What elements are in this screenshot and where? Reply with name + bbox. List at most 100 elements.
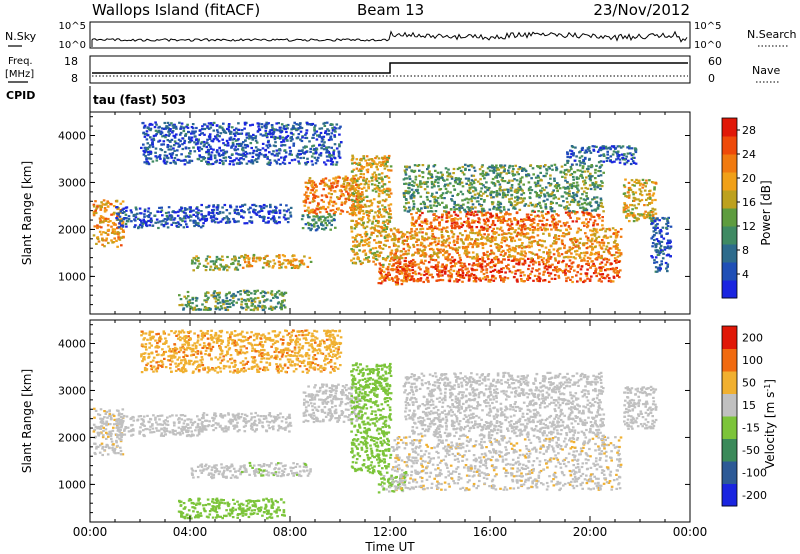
range-cell <box>529 218 532 221</box>
range-cell <box>376 201 380 204</box>
range-cell <box>602 241 606 244</box>
range-cell <box>240 215 243 218</box>
range-cell <box>212 214 216 217</box>
range-cell <box>411 265 414 269</box>
range-cell <box>623 202 626 205</box>
range-cell <box>371 226 374 229</box>
range-cell <box>120 224 123 227</box>
range-cell <box>287 262 290 265</box>
range-cell <box>569 155 572 159</box>
range-cell <box>393 235 396 238</box>
range-cell <box>371 247 375 250</box>
range-cell <box>555 202 558 205</box>
range-cell <box>411 258 415 262</box>
range-cell <box>521 176 524 179</box>
range-cell <box>357 177 360 180</box>
range-cell <box>648 190 651 193</box>
range-cell <box>378 262 382 265</box>
range-cell <box>404 264 408 267</box>
range-cell <box>219 263 222 266</box>
range-cell <box>278 256 281 259</box>
range-cell <box>212 216 215 219</box>
range-cell <box>666 242 669 245</box>
range-cell <box>473 269 477 272</box>
range-cell <box>326 185 330 188</box>
range-cell <box>360 219 363 222</box>
range-cell <box>467 179 470 182</box>
range-cell <box>553 240 556 243</box>
range-cell <box>517 189 520 192</box>
range-cell <box>446 171 449 174</box>
range-cell <box>605 261 609 264</box>
range-cell <box>364 159 367 162</box>
range-cell <box>627 187 631 190</box>
range-cell <box>191 302 194 305</box>
range-cell <box>544 229 547 232</box>
range-cell <box>645 214 649 217</box>
range-cell <box>558 187 562 190</box>
range-cell <box>250 301 254 304</box>
range-cell <box>536 224 540 227</box>
range-cell <box>560 239 564 242</box>
range-cell <box>116 231 120 234</box>
range-cell <box>357 163 360 166</box>
range-cell <box>405 278 408 281</box>
range-cell <box>449 268 453 271</box>
range-cell <box>559 204 563 207</box>
range-cell <box>113 228 117 231</box>
range-cell <box>564 187 567 190</box>
range-cell <box>206 138 209 141</box>
range-cell <box>456 241 459 244</box>
range-cell <box>578 156 582 159</box>
range-cell <box>660 234 663 237</box>
range-cell <box>465 182 468 185</box>
range-cell <box>635 178 638 181</box>
range-cell <box>354 237 357 240</box>
range-cell <box>393 256 396 260</box>
range-cell <box>368 180 371 183</box>
range-cell <box>587 146 591 149</box>
range-cell <box>306 209 309 212</box>
range-cell <box>588 149 591 152</box>
range-cell <box>547 260 550 263</box>
range-cell <box>271 307 275 310</box>
range-cell <box>415 240 418 243</box>
range-cell <box>513 218 517 221</box>
range-cell <box>612 241 616 244</box>
range-cell <box>481 259 484 262</box>
range-cell <box>311 182 314 185</box>
range-cell <box>601 227 605 230</box>
range-cell <box>628 145 631 148</box>
range-cell <box>572 182 575 185</box>
range-cell <box>567 207 570 210</box>
range-cell <box>422 181 426 184</box>
range-cell <box>592 222 596 225</box>
range-cell <box>347 194 351 197</box>
range-cell <box>654 198 657 202</box>
range-cell <box>371 179 374 182</box>
range-cell <box>378 231 381 234</box>
range-cell <box>256 289 259 292</box>
range-cell <box>452 184 455 188</box>
range-cell <box>107 220 110 223</box>
range-cell <box>566 159 570 163</box>
range-cell <box>278 266 281 270</box>
range-cell <box>328 203 331 206</box>
range-cell <box>101 238 104 241</box>
range-cell <box>481 170 485 173</box>
range-cell <box>261 305 265 308</box>
range-cell <box>238 264 242 267</box>
range-cell <box>624 178 627 181</box>
range-cell <box>495 164 498 167</box>
range-cell <box>546 258 550 261</box>
range-cell <box>345 190 348 193</box>
range-cell <box>209 268 212 271</box>
range-cell <box>241 306 245 310</box>
range-cell <box>397 245 400 248</box>
range-cell <box>492 279 496 282</box>
range-cell <box>381 180 384 183</box>
range-cell <box>117 237 120 240</box>
range-cell <box>328 185 331 188</box>
range-cell <box>361 244 365 247</box>
nsky-label: N.Sky <box>5 30 37 43</box>
